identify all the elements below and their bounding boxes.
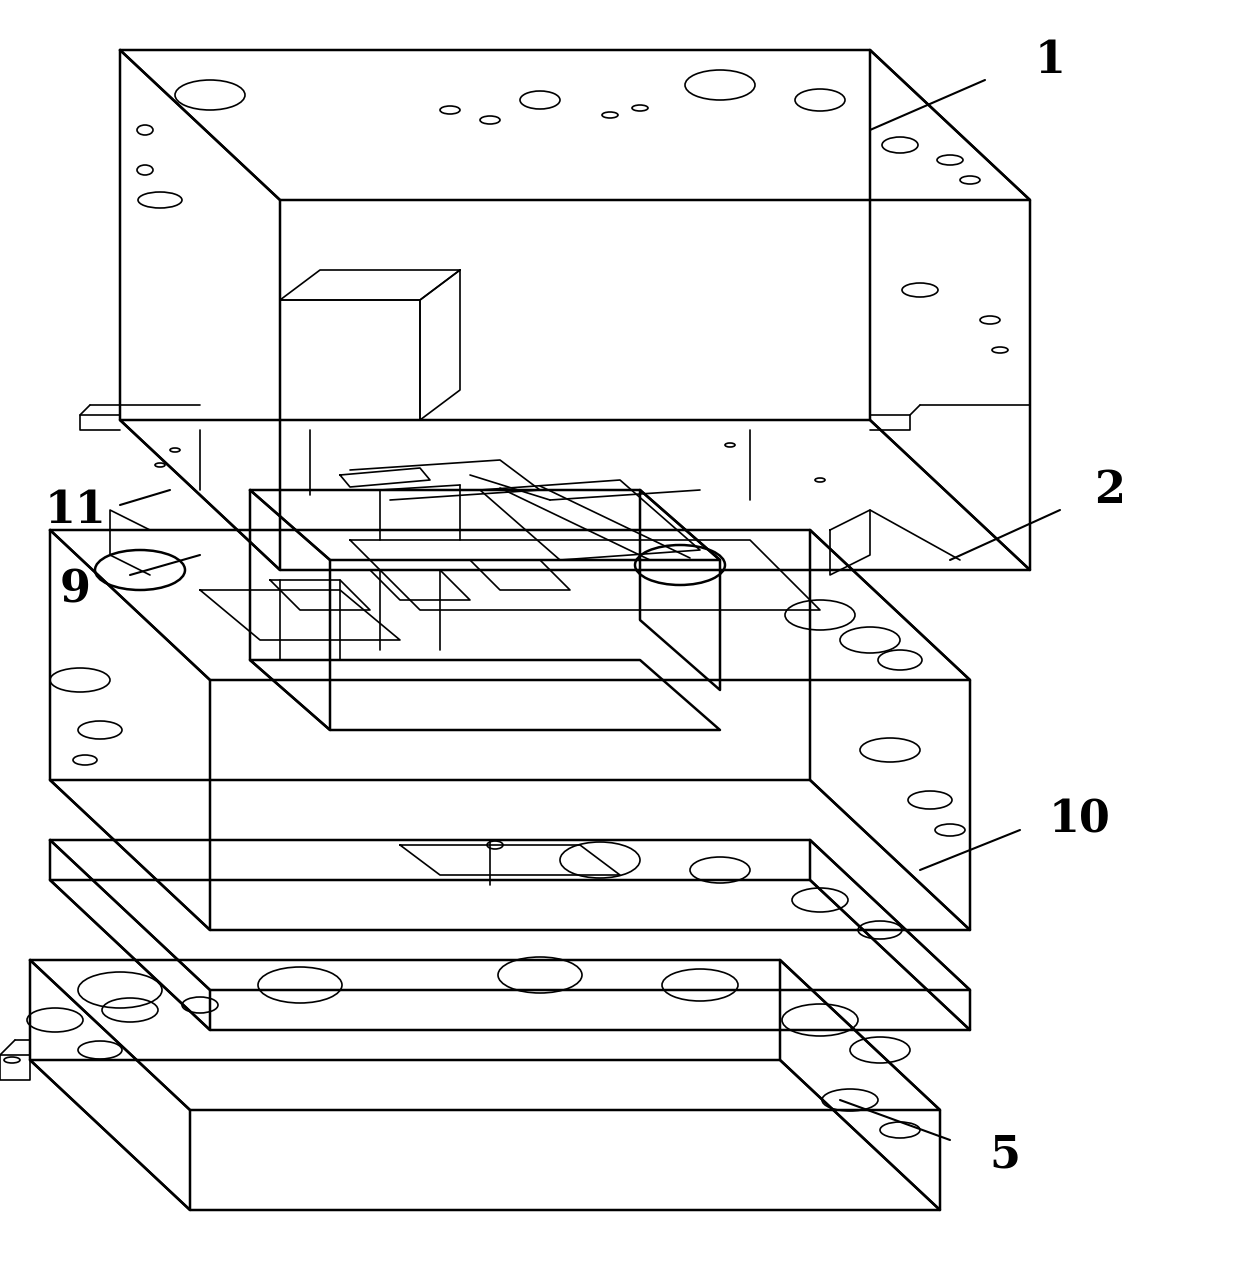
Text: 9: 9 <box>60 568 91 612</box>
Text: 11: 11 <box>45 489 105 531</box>
Text: 5: 5 <box>990 1134 1021 1176</box>
Text: 2: 2 <box>1095 468 1126 512</box>
Text: 1: 1 <box>1034 38 1065 82</box>
Text: 10: 10 <box>1049 799 1111 841</box>
